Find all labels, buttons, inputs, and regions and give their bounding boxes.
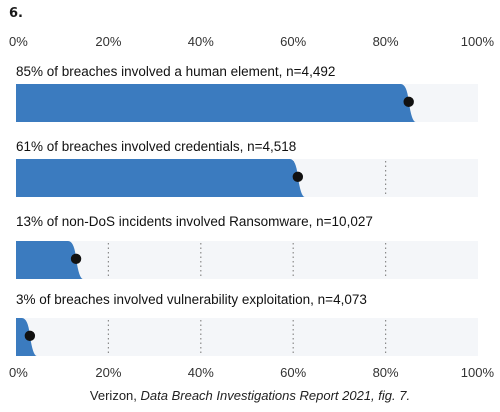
x-tick-label-bottom-80: 80% xyxy=(373,365,399,380)
x-tick-label-top-60: 60% xyxy=(280,34,306,49)
bar-marker-4 xyxy=(24,330,36,342)
x-tick-label-top-0: 0% xyxy=(9,34,28,49)
x-tick-label-top-100: 100% xyxy=(461,34,495,49)
bar-marker-1 xyxy=(403,96,414,108)
x-tick-label-top-20: 20% xyxy=(95,34,121,49)
x-tick-label-top-80: 80% xyxy=(373,34,399,49)
bar-1 xyxy=(16,84,416,122)
bar-track-4 xyxy=(16,318,478,356)
x-tick-label-top-40: 40% xyxy=(188,34,214,49)
figure-number: 6. xyxy=(9,6,23,21)
bar-label-1: 85% of breaches involved a human element… xyxy=(16,64,335,79)
bar-marker-3 xyxy=(70,253,82,265)
x-tick-label-bottom-20: 20% xyxy=(95,365,121,380)
bar-marker-2 xyxy=(292,171,304,183)
bar-label-4: 3% of breaches involved vulnerability ex… xyxy=(16,292,367,307)
caption-title: Data Breach Investigations Report 2021, … xyxy=(140,388,411,403)
figure-caption: Verizon, Data Breach Investigations Repo… xyxy=(0,388,500,403)
bar-label-2: 61% of breaches involved credentials, n=… xyxy=(16,139,296,154)
bar-3 xyxy=(16,241,84,279)
x-tick-label-bottom-40: 40% xyxy=(188,365,214,380)
bar-track-3 xyxy=(16,241,478,279)
caption-source: Verizon, xyxy=(89,388,141,403)
x-tick-label-bottom-100: 100% xyxy=(461,365,495,380)
x-tick-label-bottom-0: 0% xyxy=(9,365,28,380)
x-tick-label-bottom-60: 60% xyxy=(280,365,306,380)
bar-label-3: 13% of non-DoS incidents involved Ransom… xyxy=(16,214,373,229)
bar-2 xyxy=(16,159,305,197)
